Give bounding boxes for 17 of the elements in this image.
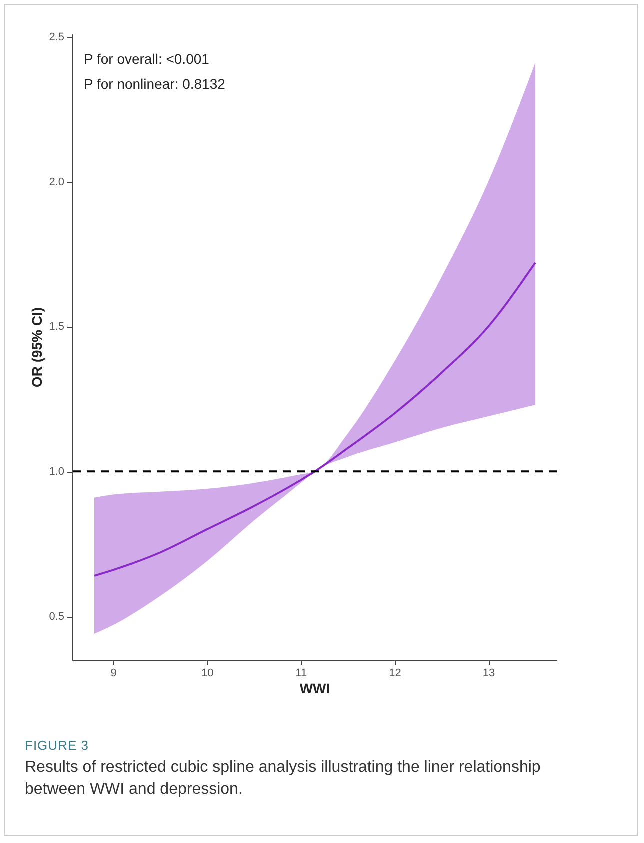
y-tick-label: 2.5 bbox=[49, 31, 64, 44]
caption: FIGURE 3 bbox=[25, 738, 89, 753]
x-tick-label: 12 bbox=[389, 668, 402, 680]
y-tick-label: 1.0 bbox=[49, 466, 64, 478]
y-axis-title: OR (95% CI) bbox=[29, 307, 46, 388]
y-tick-label: 2.0 bbox=[49, 176, 64, 188]
line-series bbox=[94, 262, 536, 577]
annotation: P for overall: <0.001 bbox=[84, 51, 210, 67]
y-tick-label: 0.5 bbox=[49, 611, 64, 624]
y-tick-label: 1.5 bbox=[49, 321, 64, 334]
x-axis-title: WWI bbox=[300, 680, 330, 696]
x-tick-label: 9 bbox=[110, 668, 117, 680]
x-tick-label: 10 bbox=[201, 668, 214, 680]
x-tick-label: 11 bbox=[296, 668, 308, 680]
annotation: P for nonlinear: 0.8132 bbox=[84, 76, 226, 92]
x-tick-label: 13 bbox=[482, 668, 496, 680]
text: Results of restricted cubic spline analysis illustrating the liner relationship between WWI and depression. bbox=[25, 758, 542, 800]
